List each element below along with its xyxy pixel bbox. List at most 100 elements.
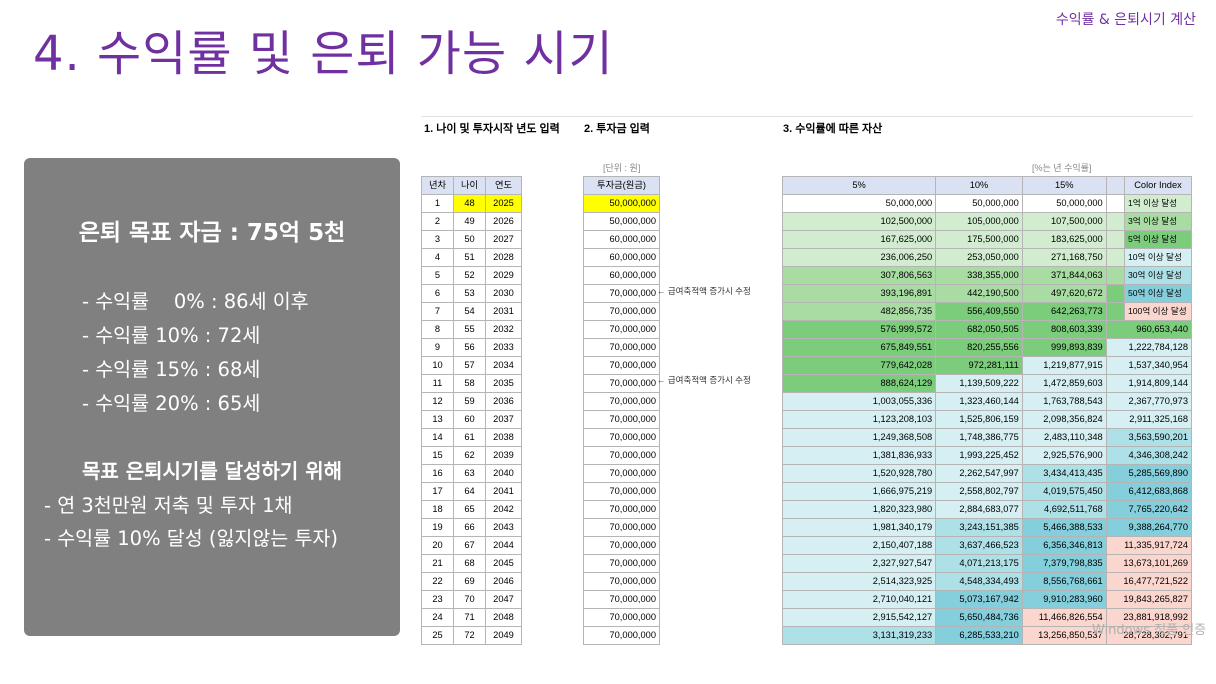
year-cell: 2046	[485, 572, 522, 591]
legend-row: 1억 이상 달성	[1124, 194, 1192, 213]
year-index-cell: 18	[421, 500, 454, 519]
color-index-legend: Color Index 1억 이상 달성 3억 이상 달성 5억 이상 달성 10억 이…	[1124, 176, 1192, 321]
asset-cell: 271,168,750	[1021, 248, 1107, 267]
legend-item: 1억 이상 달성	[1124, 194, 1192, 213]
asset-cell: 3,563,590,201	[1105, 428, 1193, 447]
invest-row: 70,000,000	[583, 338, 660, 357]
age-row: 14 61 2038	[421, 428, 522, 447]
asset-cell: 1,537,340,954	[1105, 356, 1193, 375]
age-row: 25 72 2049	[421, 626, 522, 645]
legend-row: 10억 이상 달성	[1124, 248, 1192, 267]
age-cell: 69	[453, 572, 486, 591]
legend-item: 100억 이상 달성	[1124, 302, 1192, 321]
asset-cell: 393,196,891	[781, 284, 937, 303]
age-row: 13 60 2037	[421, 410, 522, 429]
year-cell: 2047	[485, 590, 522, 609]
age-header-cell: 연도	[485, 176, 522, 195]
invest-cell: 70,000,000	[583, 518, 660, 537]
note-increase-1: ← 급여축적액 증가시 수정	[657, 286, 751, 296]
asset-cell: 808,603,339	[1021, 320, 1107, 339]
asset-cell: 556,409,550	[935, 302, 1023, 321]
invest-row: 70,000,000	[583, 536, 660, 555]
asset-cell: 236,006,250	[781, 248, 937, 267]
top-right-caption: 수익률 & 은퇴시기 계산	[1055, 12, 1196, 28]
age-cell: 48	[453, 194, 486, 213]
year-index-cell: 23	[421, 590, 454, 609]
age-cell: 62	[453, 446, 486, 465]
asset-cell: 105,000,000	[935, 212, 1023, 231]
legend-header-row: Color Index	[1124, 176, 1192, 195]
invest-cell: 60,000,000	[583, 230, 660, 249]
age-table: 년차 나이 연도 1 48 2025 2 49 2026 3 50 2027 4 51 2028 5 52 202…	[421, 176, 522, 645]
year-index-cell: 8	[421, 320, 454, 339]
year-cell: 2045	[485, 554, 522, 573]
invest-row: 70,000,000	[583, 464, 660, 483]
age-cell: 58	[453, 374, 486, 393]
invest-row: 70,000,000	[583, 572, 660, 591]
asset-cell: 1,249,368,508	[781, 428, 937, 447]
asset-cell: 13,673,101,269	[1105, 554, 1193, 573]
return-line-15: - 수익률 15% : 68세	[82, 358, 261, 381]
age-row: 22 69 2046	[421, 572, 522, 591]
return-line-10: - 수익률 10% : 72세	[82, 324, 261, 347]
invest-row: 70,000,000	[583, 500, 660, 519]
asset-cell: 1,914,809,144	[1105, 374, 1193, 393]
invest-cell: 70,000,000	[583, 626, 660, 645]
age-cell: 59	[453, 392, 486, 411]
year-index-cell: 9	[421, 338, 454, 357]
asset-cell: 820,255,556	[935, 338, 1023, 357]
invest-row: 70,000,000	[583, 518, 660, 537]
rate-note-label: [%는 년 수익률]	[1032, 163, 1092, 173]
age-cell: 52	[453, 266, 486, 285]
sheet-top-border	[421, 116, 1193, 117]
asset-cell: 5,285,569,890	[1105, 464, 1193, 483]
year-cell: 2028	[485, 248, 522, 267]
invest-row: 70,000,000	[583, 392, 660, 411]
year-cell: 2026	[485, 212, 522, 231]
asset-cell: 1,123,208,103	[781, 410, 937, 429]
age-cell: 54	[453, 302, 486, 321]
invest-header-cell: 투자금(원금)	[583, 176, 660, 195]
invest-cell: 70,000,000	[583, 554, 660, 573]
action-line-1: - 연 3천만원 저축 및 투자 1채	[44, 494, 293, 517]
invest-cell: 70,000,000	[583, 572, 660, 591]
asset-row: 576,999,572 682,050,505 808,603,339 960,653…	[781, 320, 1193, 339]
age-cell: 60	[453, 410, 486, 429]
asset-cell: 11,335,917,724	[1105, 536, 1193, 555]
asset-cell: 6,285,533,210	[935, 626, 1023, 645]
asset-cell: 28,728,302,791	[1105, 626, 1193, 645]
invest-cell: 70,000,000	[583, 392, 660, 411]
asset-cell: 1,525,806,159	[935, 410, 1023, 429]
legend-item: 3억 이상 달성	[1124, 212, 1192, 231]
asset-cell: 4,071,213,175	[935, 554, 1023, 573]
age-row: 17 64 2041	[421, 482, 522, 501]
invest-cell: 70,000,000	[583, 536, 660, 555]
asset-cell: 682,050,505	[935, 320, 1023, 339]
year-cell: 2025	[485, 194, 522, 213]
invest-row: 70,000,000	[583, 410, 660, 429]
year-index-cell: 21	[421, 554, 454, 573]
asset-cell: 1,763,788,543	[1021, 392, 1107, 411]
age-header-cell: 나이	[453, 176, 486, 195]
asset-row: 1,381,836,933 1,993,225,452 2,925,576,900 4…	[781, 446, 1193, 465]
asset-cell: 11,466,826,554	[1021, 608, 1107, 627]
asset-cell: 175,500,000	[935, 230, 1023, 249]
asset-cell: 960,653,440	[1105, 320, 1193, 339]
year-index-cell: 12	[421, 392, 454, 411]
asset-cell: 4,019,575,450	[1021, 482, 1107, 501]
invest-row: 70,000,000	[583, 374, 660, 393]
asset-cell: 4,548,334,493	[935, 572, 1023, 591]
year-cell: 2049	[485, 626, 522, 645]
invest-cell: 70,000,000	[583, 356, 660, 375]
year-cell: 2048	[485, 608, 522, 627]
asset-cell: 442,190,500	[935, 284, 1023, 303]
year-cell: 2037	[485, 410, 522, 429]
asset-row: 1,981,340,179 3,243,151,385 5,466,388,533 9…	[781, 518, 1193, 537]
year-cell: 2027	[485, 230, 522, 249]
asset-row: 167,625,000175,500,000183,625,000192,000…	[781, 230, 1193, 249]
age-row: 24 71 2048	[421, 608, 522, 627]
age-cell: 64	[453, 482, 486, 501]
age-row: 15 62 2039	[421, 446, 522, 465]
asset-cell: 5,650,484,736	[935, 608, 1023, 627]
age-row: 16 63 2040	[421, 464, 522, 483]
